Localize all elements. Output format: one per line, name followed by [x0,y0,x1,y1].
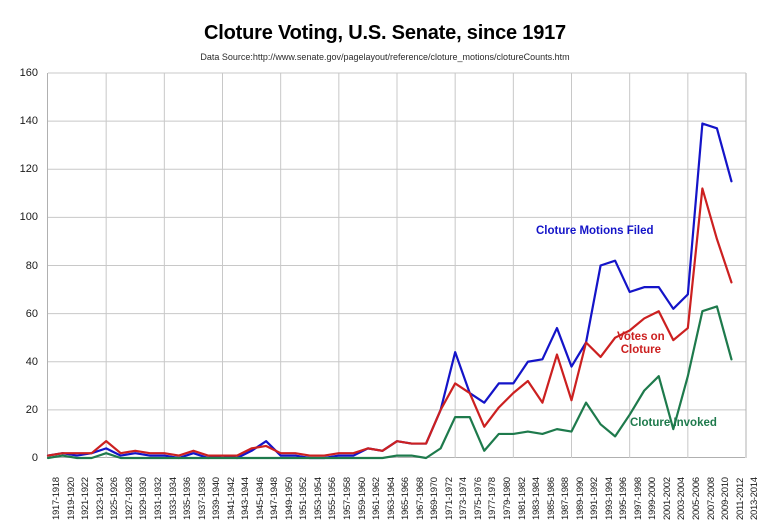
annotation-votes-line2: Cloture [620,344,661,357]
x-axis-tick-1989-1990: 1989-1990 [574,477,586,520]
y-axis-tick-160: 160 [19,67,38,79]
x-axis-tick-1993-1994: 1993-1994 [603,477,615,520]
x-axis-tick-1945-1946: 1945-1946 [254,477,266,520]
x-axis-tick-2007-2008: 2007-2008 [705,477,717,520]
x-axis-tick-1963-1964: 1963-1964 [385,477,397,520]
x-axis-tick-1917-1918: 1917-1918 [51,477,63,520]
y-axis-tick-20: 20 [25,403,38,416]
x-axis-tick-1933-1934: 1933-1934 [167,477,179,520]
x-axis-tick-1935-1936: 1935-1936 [182,477,194,520]
series-line-votes-on-cloture [46,187,733,457]
x-axis-tick-1921-1922: 1921-1922 [80,477,92,520]
page-title: Cloture Voting, U.S. Senate, since 1917 [204,22,566,44]
y-axis-tick-140: 140 [19,115,38,128]
x-axis-tick-1939-1940: 1939-1940 [211,477,223,520]
x-axis-tick-1969-1970: 1969-1970 [429,477,441,520]
x-axis-tick-1949-1950: 1949-1950 [283,477,295,520]
x-axis-tick-1937-1938: 1937-1938 [196,477,208,520]
x-axis-tick-1919-1920: 1919-1920 [65,477,77,520]
annotation-votes-on-cloture: Votes on Cloture [617,331,665,357]
series-line-cloture-motions-filed [46,122,733,460]
x-axis-tick-1991-1992: 1991-1992 [589,477,601,520]
x-axis-tick-1977-1978: 1977-1978 [487,477,499,520]
x-axis-tick-1947-1948: 1947-1948 [269,477,281,520]
x-axis-tick-1983-1984: 1983-1984 [531,477,543,520]
x-axis-tick-1999-2000: 1999-2000 [647,477,659,520]
y-axis-tick-0: 0 [31,452,38,464]
x-axis-tick-2003-2004: 2003-2004 [676,477,688,520]
x-axis-tick-1941-1942: 1941-1942 [225,477,237,520]
x-axis-tick-1923-1924: 1923-1924 [94,477,106,520]
x-axis-tick-1973-1974: 1973-1974 [458,477,470,520]
annotation-cloture-motions-filed: Cloture Motions Filed [536,225,654,237]
x-axis-tick-1995-1996: 1995-1996 [618,477,630,520]
series-lines-svg [46,72,747,460]
y-axis-tick-60: 60 [25,307,38,320]
x-axis-tick-1957-1958: 1957-1958 [342,477,354,520]
chart-subtitle-data-source: Data Source:http://www.senate.gov/pagela… [200,52,570,62]
x-axis-tick-1951-1952: 1951-1952 [298,477,310,520]
x-axis-tick-2005-2006: 2005-2006 [691,477,703,520]
x-axis-tick-1953-1954: 1953-1954 [312,477,324,520]
x-axis-tick-1997-1998: 1997-1998 [632,477,644,520]
x-axis-tick-1987-1988: 1987-1988 [560,477,572,520]
series-line-cloture-invoked [46,305,733,460]
x-axis-tick-2001-2002: 2001-2002 [661,477,673,520]
x-axis-tick-1971-1972: 1971-1972 [443,477,455,520]
x-axis-tick-1927-1928: 1927-1928 [123,477,135,520]
x-axis-tick-2011-2012: 2011-2012 [734,477,746,520]
x-axis-tick-1931-1932: 1931-1932 [152,477,164,520]
y-axis-tick-80: 80 [25,259,38,272]
x-axis-tick-1943-1944: 1943-1944 [240,477,252,520]
x-axis-tick-1955-1956: 1955-1956 [327,477,339,520]
y-axis-tick-100: 100 [19,211,38,224]
x-axis-tick-1975-1976: 1975-1976 [472,477,484,520]
annotation-cloture-invoked: Cloture Invoked [630,417,717,429]
x-axis-tick-2013-2014: 2013-2014 [749,477,761,520]
x-axis-tick-1959-1960: 1959-1960 [356,477,368,520]
x-axis-tick-1929-1930: 1929-1930 [138,477,150,520]
x-axis-tick-2009-2010: 2009-2010 [720,477,732,520]
plot-area [46,72,747,460]
y-axis-tick-40: 40 [25,355,38,368]
x-axis-tick-1965-1966: 1965-1966 [400,477,412,520]
x-axis-tick-1967-1968: 1967-1968 [414,477,426,520]
y-axis-tick-120: 120 [19,163,38,176]
x-axis-tick-1981-1982: 1981-1982 [516,477,528,520]
x-axis-tick-1925-1926: 1925-1926 [109,477,121,520]
x-axis-tick-1961-1962: 1961-1962 [371,477,383,520]
x-axis-tick-1979-1980: 1979-1980 [501,477,513,520]
annotation-votes-line1: Votes on [617,331,665,343]
x-axis-tick-1985-1986: 1985-1986 [545,477,557,520]
